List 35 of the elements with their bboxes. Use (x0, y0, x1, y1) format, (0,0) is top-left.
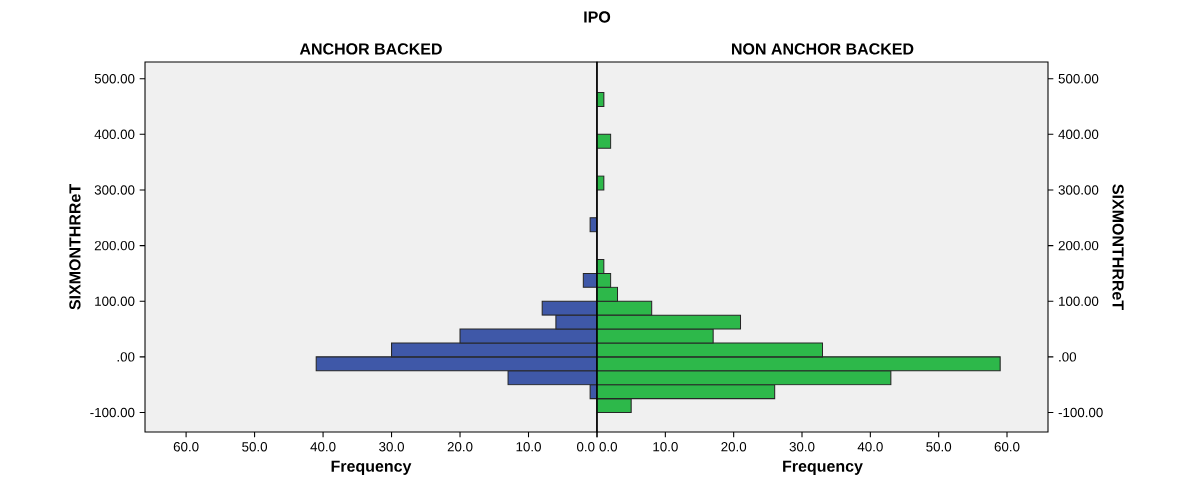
y-tick-label: 300.00 (94, 185, 135, 195)
y-tick-label: 400.00 (94, 129, 135, 140)
x-tick-label: 30.0 (789, 442, 815, 452)
y-tick-label: 200.00 (94, 240, 135, 251)
y-tick-label: 200.00 (1058, 240, 1099, 251)
y-tick-label: -100.00 (90, 407, 135, 418)
x-tick-label: 60.0 (173, 442, 199, 452)
x-tick-label: 40.0 (857, 442, 883, 452)
x-axis-title: Frequency (331, 460, 412, 475)
x-tick-label: 0.0 (576, 442, 595, 452)
y-tick-label: -100.00 (1058, 407, 1103, 418)
x-tick-label: 50.0 (926, 442, 952, 452)
y-tick-label: 400.00 (1058, 129, 1099, 140)
x-tick-label: 60.0 (994, 442, 1020, 452)
y-tick-label: 500.00 (94, 73, 135, 84)
x-tick-label: 20.0 (447, 442, 473, 452)
x-tick-label: 20.0 (721, 442, 747, 452)
y-tick-label: .00 (1059, 352, 1077, 362)
x-axis-title: Frequency (783, 460, 863, 475)
y-tick-label: 100.00 (95, 296, 135, 306)
y-tick-label: 500.00 (1058, 73, 1099, 84)
y-tick-label: .00 (117, 352, 135, 362)
x-tick-label: 10.0 (653, 442, 678, 452)
x-tick-label: 30.0 (379, 442, 404, 452)
x-tick-label: 10.0 (516, 442, 541, 452)
chart-title: IPO (584, 11, 611, 23)
chart-subtitle: NON ANCHOR BACKED (732, 43, 914, 55)
x-tick-label: 0.0 (599, 442, 618, 452)
y-tick-label: 300.00 (1058, 185, 1099, 195)
x-tick-label: 40.0 (310, 442, 336, 452)
y-axis-title: SIXMONTHRReT (1112, 184, 1124, 310)
x-tick-label: 50.0 (242, 442, 268, 452)
y-tick-label: 100.00 (1059, 296, 1099, 306)
y-axis-title: SIXMONTHRReT (69, 184, 81, 310)
chart-subtitle: ANCHOR BACKED (299, 43, 442, 55)
